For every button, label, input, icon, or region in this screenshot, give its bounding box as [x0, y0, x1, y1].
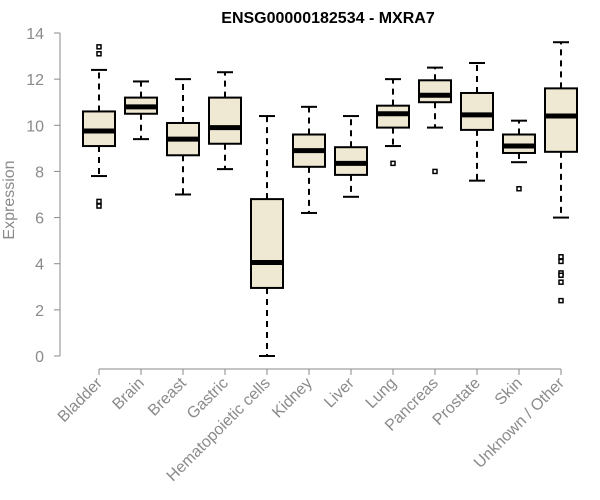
- chart-title: ENSG00000182534 - MXRA7: [221, 10, 435, 27]
- box-prostate: [460, 61, 494, 182]
- iqr-box: [250, 198, 284, 289]
- x-tick-label: Lung: [363, 375, 400, 412]
- box-hematopoietic-cells: [250, 115, 284, 357]
- x-tick-label: Kidney: [269, 375, 316, 422]
- outlier-point: [558, 279, 564, 285]
- y-tick-label: 12: [26, 72, 44, 89]
- y-tick-label: 6: [35, 211, 44, 228]
- y-tick-label: 8: [35, 164, 44, 181]
- iqr-box: [544, 87, 578, 153]
- box-bladder: [82, 44, 116, 209]
- x-tick-label: Skin: [492, 375, 526, 409]
- outlier-point: [558, 297, 564, 304]
- outlier-point: [558, 258, 564, 265]
- x-tick-label: Brain: [109, 375, 147, 413]
- outlier-point: [96, 203, 102, 209]
- outlier-point: [558, 254, 564, 260]
- x-tick-label: Bladder: [55, 374, 106, 425]
- y-tick-label: 0: [35, 349, 44, 366]
- y-tick-label: 4: [35, 257, 44, 274]
- outlier-point: [96, 51, 102, 57]
- outlier-point: [390, 160, 396, 167]
- box-kidney: [292, 105, 326, 214]
- iqr-box: [376, 104, 410, 129]
- x-tick-label: Liver: [321, 374, 358, 411]
- box-gastric: [208, 71, 242, 171]
- outlier-point: [432, 168, 438, 175]
- outlier-point: [558, 272, 564, 278]
- box-liver: [334, 115, 368, 198]
- iqr-box: [208, 96, 242, 145]
- outlier-point: [96, 44, 102, 50]
- box-breast: [166, 78, 200, 196]
- box-skin: [502, 119, 536, 192]
- outlier-point: [516, 185, 522, 192]
- y-tick-label: 14: [26, 26, 44, 43]
- boxes-group: [82, 41, 578, 357]
- iqr-box: [460, 91, 494, 131]
- box-lung: [376, 78, 410, 167]
- y-axis: 0 2 4 6 8 10 12 14: [26, 26, 61, 366]
- outlier-point: [96, 198, 102, 205]
- box-brain: [124, 80, 158, 141]
- y-axis-label: Expression: [1, 160, 18, 239]
- y-tick-label: 2: [35, 303, 44, 320]
- iqr-box: [418, 79, 452, 104]
- box-unknown-other: [544, 41, 578, 304]
- box-pancreas: [418, 66, 452, 175]
- x-tick-label: Breast: [145, 374, 190, 419]
- y-tick-label: 10: [26, 118, 44, 135]
